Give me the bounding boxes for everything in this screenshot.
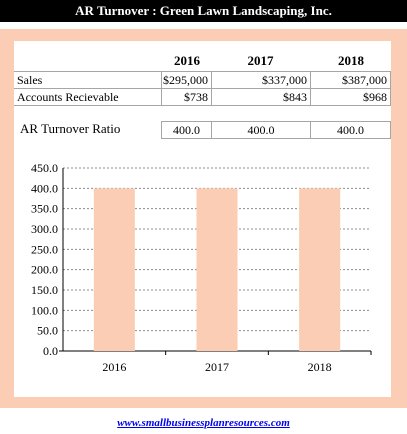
y-tick-label: 100.0 [31,303,58,317]
year-header-2018: 2018 [311,53,391,71]
y-tick-label: 300.0 [31,222,58,236]
accounts-receivable-label: Accounts Recievable [14,88,162,106]
y-tick-label: 450.0 [31,161,58,175]
x-tick-label: 2017 [205,360,229,374]
report-panel: 2016 2017 2018 Sales $295,000 $337,000 $… [0,29,407,408]
bar [196,188,238,351]
ratio-2018: 400.0 [310,121,391,139]
y-tick-label: 250.0 [31,242,58,256]
ar-2016: $738 [161,88,212,106]
y-tick-label: 400.0 [31,181,58,195]
ar-2018: $968 [310,88,391,106]
y-tick-label: 50.0 [37,324,58,338]
ar-2017: $843 [211,88,311,106]
year-header-2017: 2017 [211,53,310,71]
y-tick-label: 150.0 [31,283,58,297]
page-title: AR Turnover : Green Lawn Landscaping, In… [0,0,407,22]
bar [299,188,341,351]
ar-turnover-chart: 0.0 50.0 100.0 150.0 200.0 250.0 300.0 350.0 400… [31,161,372,374]
y-tick-label: 0.0 [43,344,58,358]
y-tick-label: 350.0 [31,202,58,216]
ratio-2017: 400.0 [211,121,311,139]
x-tick-label: 2018 [308,360,332,374]
bar [93,188,135,351]
y-tick-label: 200.0 [31,263,58,277]
year-header-2016: 2016 [161,53,213,71]
x-tick-label: 2016 [102,360,126,374]
website-link[interactable]: www.smallbusinessplanresources.com [117,417,290,429]
ar-turnover-ratio-label: AR Turnover Ratio [14,121,162,139]
report-content: 2016 2017 2018 Sales $295,000 $337,000 $… [14,41,391,397]
